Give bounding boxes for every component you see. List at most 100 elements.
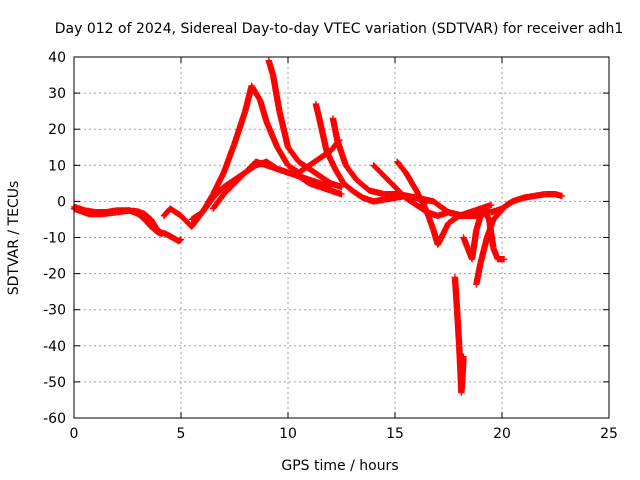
data-point: [158, 230, 165, 238]
data-point: [381, 190, 388, 198]
data-point: [220, 190, 227, 198]
y-tick-label: 20: [48, 122, 66, 138]
y-tick-label: 0: [57, 194, 66, 210]
data-point: [154, 228, 161, 236]
data-point: [242, 169, 249, 176]
series-trace: [451, 275, 467, 395]
data-point: [381, 196, 388, 203]
data-point: [370, 198, 377, 205]
y-tick-label: -50: [43, 375, 66, 391]
data-point: [316, 118, 324, 126]
data-point: [490, 216, 497, 223]
data-point: [451, 274, 459, 281]
data-point: [434, 241, 441, 248]
data-point: [177, 212, 185, 220]
axis-ticks: 0 5 10 15 20 25 -60 -50 -40 -30 -20 -10 0 10 20 30 40: [43, 50, 618, 442]
data-point: [147, 223, 155, 230]
data-point: [334, 136, 341, 144]
data-point: [488, 201, 495, 209]
y-tick-label: 30: [48, 86, 66, 102]
x-tick-label: 20: [493, 426, 511, 442]
series-trace: [210, 158, 333, 211]
data-point: [113, 209, 120, 216]
data-point: [353, 176, 360, 183]
data-point: [269, 71, 277, 79]
data-point: [552, 190, 559, 198]
data-point: [359, 194, 367, 201]
data-point: [188, 216, 195, 223]
data-point: [366, 187, 373, 194]
data-point: [323, 147, 330, 155]
y-tick-label: -40: [43, 339, 66, 355]
data-point: [381, 172, 388, 180]
data-point: [256, 97, 264, 104]
data-point: [276, 107, 283, 115]
data-point: [135, 210, 142, 218]
data-point: [481, 209, 489, 216]
y-tick-label: -30: [43, 303, 66, 319]
data-point: [263, 118, 270, 126]
data-point: [306, 176, 313, 183]
data-point: [188, 223, 195, 230]
data-point: [460, 234, 467, 241]
series-arc-12: [460, 209, 508, 263]
data-point: [413, 201, 420, 209]
data-point: [494, 255, 501, 263]
data-point: [98, 210, 106, 218]
data-point: [252, 162, 260, 169]
y-tick-label: 10: [48, 158, 66, 174]
data-point: [430, 227, 437, 234]
x-tick-label: 25: [600, 426, 618, 442]
data-point: [242, 107, 249, 115]
data-point: [306, 165, 313, 173]
data-point: [177, 236, 185, 243]
data-point: [402, 194, 409, 201]
data-point: [340, 180, 347, 187]
series-arc-13: [473, 198, 516, 288]
data-point: [231, 140, 238, 147]
data-point: [456, 212, 463, 220]
data-point: [329, 115, 337, 122]
data-point: [500, 255, 508, 263]
data-point: [468, 255, 476, 263]
data-point: [220, 183, 227, 191]
data-point: [457, 364, 464, 371]
data-point: [459, 375, 466, 382]
data-point: [520, 194, 527, 201]
series-trace: [330, 116, 483, 219]
data-point: [541, 190, 548, 198]
y-tick-label: -10: [43, 231, 66, 247]
data-point: [473, 281, 480, 288]
data-point: [284, 162, 292, 169]
x-tick-label: 5: [177, 426, 186, 442]
data-point: [477, 212, 484, 220]
data-point: [327, 180, 334, 187]
series-arc-5: [209, 158, 334, 212]
data-point: [295, 172, 302, 180]
data-series: [70, 57, 566, 396]
data-point: [85, 210, 93, 218]
x-tick-label: 15: [386, 426, 404, 442]
data-point: [391, 183, 399, 191]
data-point: [147, 216, 155, 223]
data-point: [265, 57, 272, 64]
grid: [74, 57, 609, 418]
data-point: [248, 82, 255, 90]
data-point: [413, 187, 420, 194]
data-point: [199, 209, 206, 216]
series-arc-9: [370, 162, 495, 220]
data-point: [473, 227, 480, 234]
data-point: [209, 194, 217, 201]
data-point: [167, 205, 174, 212]
data-point: [284, 169, 292, 176]
data-point: [220, 169, 227, 176]
data-point: [458, 389, 465, 396]
data-point: [456, 342, 463, 349]
data-point: [453, 306, 461, 313]
data-point: [530, 192, 538, 200]
data-point: [393, 158, 401, 165]
data-point: [509, 198, 516, 205]
data-point: [434, 212, 441, 220]
data-point: [263, 158, 270, 165]
data-point: [169, 234, 176, 241]
